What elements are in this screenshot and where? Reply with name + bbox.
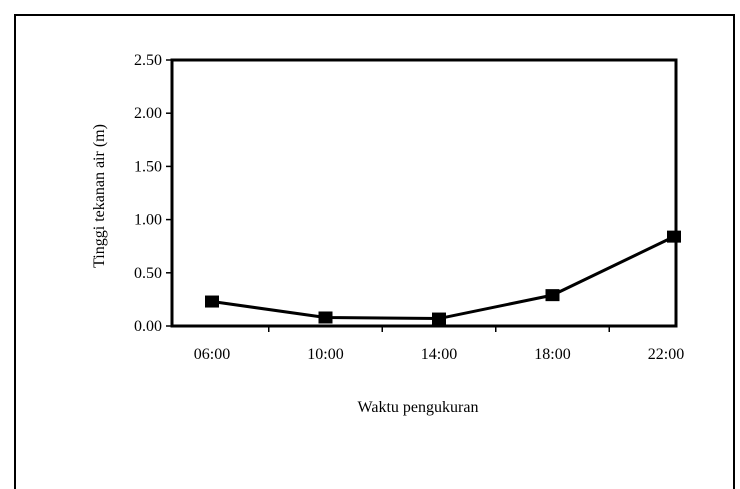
data-point-marker xyxy=(545,289,560,302)
y-tick-label: 2.50 xyxy=(134,52,162,69)
data-point-marker xyxy=(667,230,681,243)
y-axis-title: Tinggi tekanan air (m) xyxy=(91,124,108,268)
x-axis-ticks: 06:00 10:00 14:00 18:00 22:00 xyxy=(172,325,684,363)
y-tick-label: 1.00 xyxy=(134,212,162,229)
y-tick-label: 2.00 xyxy=(134,105,162,122)
plot-area xyxy=(170,58,678,328)
data-point-marker xyxy=(205,295,219,308)
y-tick-label: 0.00 xyxy=(134,318,162,335)
y-tick-label: 1.50 xyxy=(134,158,162,175)
y-axis-ticks: 0.00 0.50 1.00 1.50 2.00 2.50 xyxy=(134,52,172,335)
x-tick-label: 18:00 xyxy=(534,346,570,363)
data-point-marker xyxy=(318,311,333,324)
series-line xyxy=(205,230,681,325)
y-tick-label: 0.50 xyxy=(134,265,162,282)
x-tick-label: 14:00 xyxy=(421,346,457,363)
series-path xyxy=(211,235,675,321)
data-point-marker xyxy=(432,312,446,325)
plot-border xyxy=(170,58,678,328)
x-tick-label: 10:00 xyxy=(307,346,343,363)
x-tick-label: 06:00 xyxy=(194,346,230,363)
x-axis-title: Waktu pengukuran xyxy=(358,399,479,416)
x-tick-label: 22:00 xyxy=(648,346,684,363)
chart-frame xyxy=(14,14,735,489)
